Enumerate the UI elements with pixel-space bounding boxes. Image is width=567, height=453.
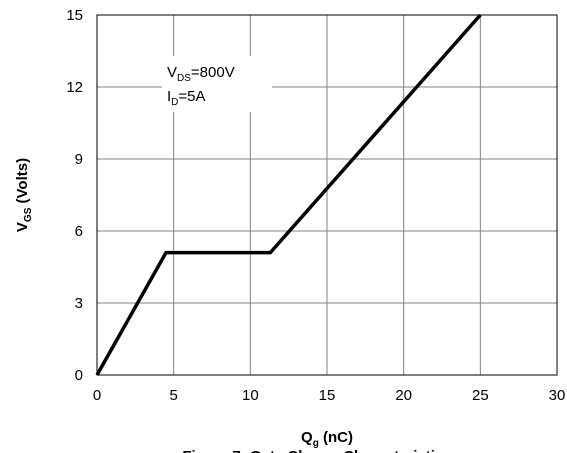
annotation-rest: =5A: [178, 88, 205, 105]
data-line: [95, 13, 482, 376]
x-tick-label: 10: [242, 387, 259, 404]
annotation-sub: DS: [177, 73, 191, 84]
x-axis-label-sub: g: [313, 438, 319, 449]
x-tick-label: 15: [319, 387, 336, 404]
y-axis-label-main: V: [14, 222, 31, 232]
y-axis-label-rest: (Volts): [14, 158, 31, 208]
x-tick-label: 30: [549, 387, 566, 404]
x-tick-label: 25: [472, 387, 489, 404]
annotation-rest: =800V: [191, 64, 235, 81]
y-tick-label: 9: [75, 151, 83, 168]
x-axis-label-rest: (nC): [319, 429, 353, 446]
y-tick-label: 6: [75, 223, 83, 240]
annotation: ID=5A: [167, 88, 206, 108]
x-tick-label: 0: [93, 387, 101, 404]
y-tick-label: 15: [66, 7, 83, 24]
annotation-sub: D: [171, 97, 178, 108]
plot-frame: [96, 14, 558, 376]
x-tick-label: 5: [169, 387, 177, 404]
x-tick-label: 20: [395, 387, 412, 404]
x-axis-label: Qg (nC): [301, 429, 353, 449]
annotation-main: V: [167, 64, 177, 81]
annotation-background: [162, 56, 272, 112]
y-axis-label: VGS (Volts): [14, 158, 34, 232]
annotation: VDS=800V: [167, 64, 235, 84]
annotation-main: I: [167, 88, 171, 105]
y-tick-label: 3: [75, 295, 83, 312]
x-axis-label-main: Q: [301, 429, 313, 446]
caption: Figure 7: Gate Charge Characteristics: [182, 448, 451, 453]
y-axis-label-sub: GS: [23, 207, 34, 222]
y-tick-label: 12: [66, 79, 83, 96]
y-tick-label: 0: [75, 367, 83, 384]
